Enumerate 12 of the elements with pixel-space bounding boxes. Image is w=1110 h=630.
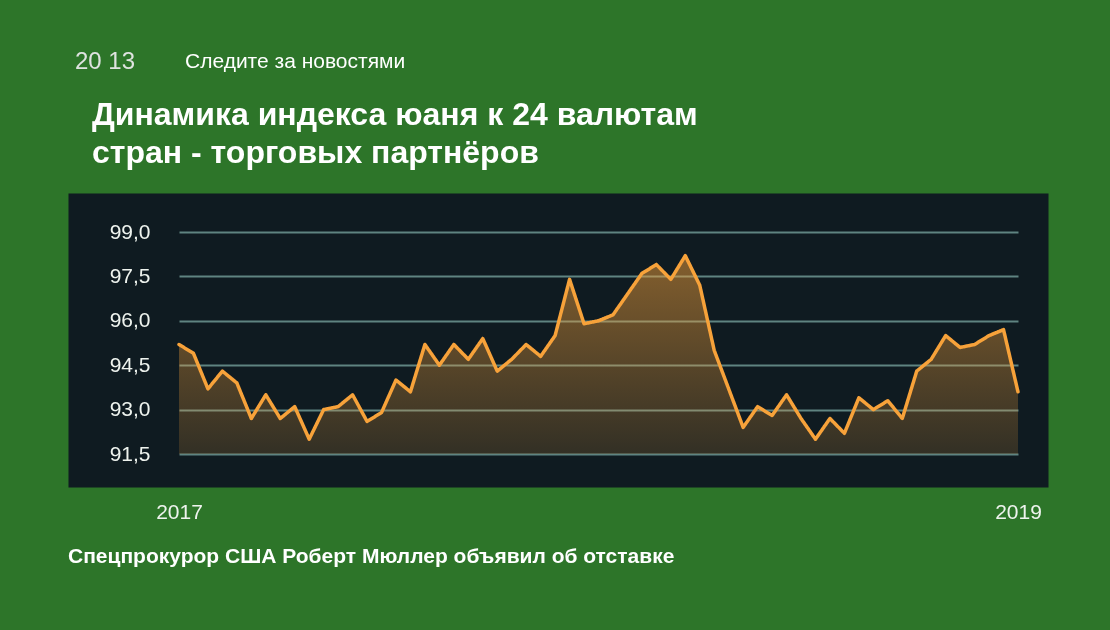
y-tick-label: 93,0 xyxy=(109,397,151,421)
text: 20 13 xyxy=(75,47,136,74)
y-tick-label: 94,5 xyxy=(109,352,151,376)
y-tick-label: 97,5 xyxy=(109,263,151,287)
x-tick-label: 2019 xyxy=(995,499,1042,523)
y-tick-label: 96,0 xyxy=(109,308,151,332)
chart-title: Динамика индекса юаня к 24 валютам стран - торговых партнёров xyxy=(92,96,698,170)
y-tick-label: 99,0 xyxy=(109,219,151,243)
y-tick-label: 91,5 xyxy=(109,441,151,465)
text: Следите за новостями xyxy=(185,49,406,72)
x-tick-label: 2017 xyxy=(156,499,203,523)
text: Спецпрокурор США Роберт Мюллер объявил об отставке xyxy=(68,544,675,567)
